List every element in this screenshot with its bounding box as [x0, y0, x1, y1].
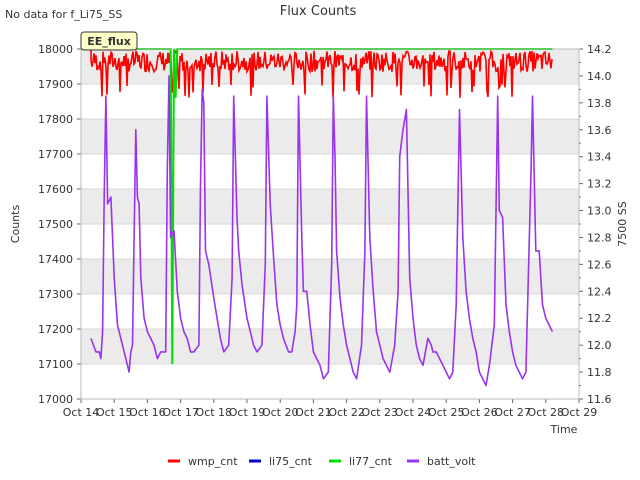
band-6: [81, 154, 579, 189]
y2-tick-label: 12.0: [587, 339, 612, 352]
x-tick-label: Oct 17: [162, 406, 199, 419]
legend-label-wmp_cnt: wmp_cnt: [188, 455, 238, 468]
x-tick-label: Oct 14: [63, 406, 100, 419]
y2-tick-label: 13.4: [587, 151, 612, 164]
x-tick-label: Oct 18: [196, 406, 233, 419]
y-tick-label: 17700: [38, 148, 73, 161]
y2-tick-label: 11.8: [587, 366, 612, 379]
y2-tick-label: 14.0: [587, 70, 612, 83]
y2-tick-label: 12.6: [587, 258, 612, 271]
x-tick-label: Oct 20: [262, 406, 299, 419]
no-data-note: No data for f_Li75_SS: [5, 8, 122, 21]
y2-tick-label: 13.8: [587, 97, 612, 110]
y2-tick-label: 12.8: [587, 231, 612, 244]
y2-tick-label: 13.2: [587, 178, 612, 191]
y-tick-label: 17800: [38, 113, 73, 126]
x-tick-label: Oct 22: [328, 406, 365, 419]
y-tick-label: 17400: [38, 253, 73, 266]
x-tick-label: Oct 19: [229, 406, 266, 419]
axes: 17000 17100 17200 17300 17400 17500 17600 17700…: [38, 43, 612, 419]
legend-label-li75_cnt: li75_cnt: [269, 455, 313, 468]
y2-tick-label: 14.2: [587, 43, 612, 56]
y2-axis-label: 7500 SS: [616, 201, 629, 246]
legend-label-li77_cnt: li77_cnt: [349, 455, 393, 468]
legend: wmp_cnt li75_cnt li77_cnt batt_volt: [168, 455, 476, 468]
chart-title: Flux Counts: [280, 4, 357, 19]
y-tick-label: 17600: [38, 183, 73, 196]
x-tick-label: Oct 15: [96, 406, 133, 419]
site-tag-label: EE_flux: [87, 35, 131, 48]
band-8: [81, 84, 579, 119]
y-tick-label: 17900: [38, 78, 73, 91]
y-tick-label: 17100: [38, 358, 73, 371]
x-tick-label: Oct 28: [528, 406, 565, 419]
x-tick-label: Oct 25: [428, 406, 465, 419]
band-7: [81, 119, 579, 154]
band-0: [81, 364, 579, 399]
y2-tick-label: 13.6: [587, 124, 612, 137]
x-tick-label: Oct 16: [129, 406, 166, 419]
band-3: [81, 259, 579, 294]
x-axis-label: Time: [550, 423, 578, 436]
y-tick-label: 18000: [38, 43, 73, 56]
series-batt-volt: [90, 75, 554, 387]
y2-tick-label: 12.2: [587, 312, 612, 325]
y2-tick-label: 12.4: [587, 285, 612, 298]
x-tick-label: Oct 29: [561, 406, 598, 419]
site-tag: EE_flux: [80, 31, 138, 51]
site-tag-box: [80, 31, 138, 51]
y-tick-label: 17000: [38, 393, 73, 406]
y2-tick-label: 11.6: [587, 393, 612, 406]
x-tick-label: Oct 23: [362, 406, 399, 419]
y-tick-label: 17500: [38, 218, 73, 231]
y-tick-label: 17200: [38, 323, 73, 336]
plot-frame: [80, 48, 580, 400]
y-tick-label: 17300: [38, 288, 73, 301]
x-tick-label: Oct 24: [395, 406, 432, 419]
x-tick-label: Oct 27: [494, 406, 531, 419]
y2-tick-label: 13.0: [587, 205, 612, 218]
x-tick-label: Oct 21: [295, 406, 332, 419]
x-tick-label: Oct 26: [461, 406, 498, 419]
series-wmp-cnt: [90, 49, 553, 99]
band-5: [81, 189, 579, 224]
y-axis-label: Counts: [9, 205, 22, 244]
legend-label-batt_volt: batt_volt: [427, 455, 476, 468]
